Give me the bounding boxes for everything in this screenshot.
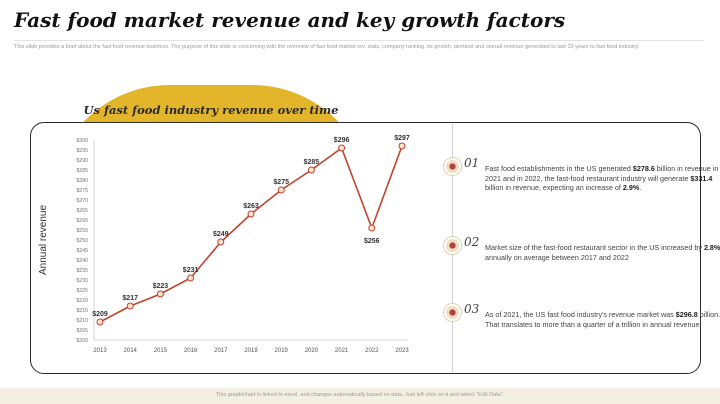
y-tick-label: $235 xyxy=(76,268,88,274)
data-point-marker xyxy=(307,166,315,174)
y-tick-label: $270 xyxy=(76,198,88,204)
x-tick-label: 2014 xyxy=(124,348,138,354)
x-tick-label: 2019 xyxy=(275,348,289,354)
data-label: $297 xyxy=(394,135,410,142)
y-tick-label: $290 xyxy=(76,158,88,164)
data-point-marker xyxy=(398,142,406,150)
data-label: $217 xyxy=(122,295,138,302)
chart-title: Us fast food industry revenue over time xyxy=(83,103,339,117)
point-text: Market size of the fast-food restaurant … xyxy=(485,243,720,262)
x-tick-label: 2017 xyxy=(214,348,228,354)
data-label: $249 xyxy=(213,231,229,238)
x-tick-label: 2022 xyxy=(365,348,379,354)
x-tick-label: 2015 xyxy=(154,348,168,354)
data-label: $263 xyxy=(243,203,259,210)
data-point-marker xyxy=(156,290,164,298)
y-tick-label: $205 xyxy=(76,328,88,334)
data-point-marker xyxy=(126,302,134,310)
y-tick-label: $295 xyxy=(76,148,88,154)
data-label: $285 xyxy=(304,159,320,166)
y-tick-label: $260 xyxy=(76,218,88,224)
data-point-marker xyxy=(187,274,195,282)
y-tick-label: $265 xyxy=(76,208,88,214)
y-tick-label: $245 xyxy=(76,248,88,254)
revenue-line-chart: $200 $205 $210 $215 $220 $225 $230 $235 $240 $245… xyxy=(38,135,410,354)
y-tick-label: $215 xyxy=(76,308,88,314)
slide-title: Fast food market revenue and key growth … xyxy=(14,8,566,32)
y-tick-label: $255 xyxy=(76,228,88,234)
y-tick-label: $300 xyxy=(76,138,88,144)
data-label: $256 xyxy=(364,238,380,245)
x-tick-label: 2016 xyxy=(184,348,198,354)
x-tick-label: 2021 xyxy=(335,348,349,354)
content-panel xyxy=(30,122,701,374)
y-tick-label: $250 xyxy=(76,238,88,244)
x-tick-label: 2023 xyxy=(395,348,409,354)
title-divider xyxy=(14,40,704,41)
y-tick-label: $285 xyxy=(76,168,88,174)
slide-subtitle: This slide provides a brief about the fa… xyxy=(14,44,640,50)
x-tick-label: 2018 xyxy=(244,348,258,354)
bullet-target-icon xyxy=(444,304,461,321)
footer-bar xyxy=(0,388,720,404)
y-tick-label: $280 xyxy=(76,178,88,184)
data-label: $275 xyxy=(273,179,289,186)
point-number: 03 xyxy=(464,302,480,316)
data-point-marker xyxy=(96,318,104,326)
point-text: As of 2021, the US fast food industry's … xyxy=(485,310,720,329)
data-point-marker xyxy=(338,144,346,152)
point-text: Fast food establishments in the US gener… xyxy=(485,164,719,193)
revenue-series-line xyxy=(99,145,403,323)
data-label: $231 xyxy=(183,267,199,274)
y-tick-label: $210 xyxy=(76,318,88,324)
footer-note: This graph/chart is linked to excel, and… xyxy=(215,392,505,398)
bullet-target-icon xyxy=(444,158,461,175)
data-point-marker xyxy=(217,238,225,246)
y-tick-label: $220 xyxy=(76,298,88,304)
y-tick-label: $240 xyxy=(76,258,88,264)
y-axis-title: Annual revenue xyxy=(38,205,49,275)
bullet-target-icon xyxy=(444,237,461,254)
data-point-marker xyxy=(368,224,376,232)
y-tick-label: $225 xyxy=(76,288,88,294)
y-tick-label: $200 xyxy=(76,338,88,344)
data-label: $296 xyxy=(334,137,350,144)
data-label: $223 xyxy=(153,283,169,290)
y-tick-label: $275 xyxy=(76,188,88,194)
x-tick-label: 2020 xyxy=(305,348,319,354)
data-label: $209 xyxy=(92,311,108,318)
point-number: 02 xyxy=(464,235,480,249)
y-tick-label: $230 xyxy=(76,278,88,284)
data-point-marker xyxy=(277,186,285,194)
data-point-marker xyxy=(247,210,255,218)
x-tick-label: 2013 xyxy=(93,348,107,354)
point-number: 01 xyxy=(464,156,480,170)
